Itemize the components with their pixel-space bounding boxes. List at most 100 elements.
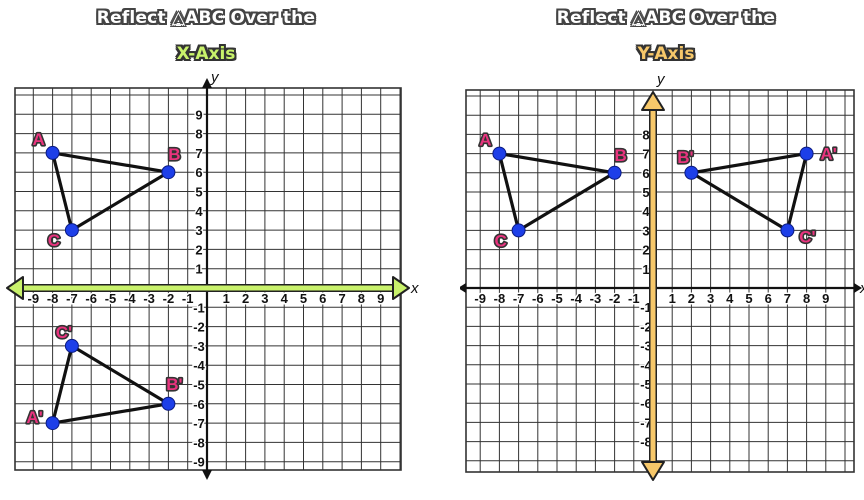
y-tick-label: 1 <box>195 262 202 277</box>
vertex-point <box>161 396 176 411</box>
x-tick-label: -9 <box>474 291 486 306</box>
vertex-label: B <box>168 145 180 164</box>
x-tick-label: -7 <box>513 291 525 306</box>
vertex-point <box>161 165 176 180</box>
triangle-1 <box>50 344 170 425</box>
y-tick-label: -3 <box>193 339 205 354</box>
x-tick-label: -8 <box>47 291 59 306</box>
y-tick-label: 4 <box>195 204 203 219</box>
x-tick-label: -5 <box>105 291 117 306</box>
y-tick-label: 9 <box>195 107 202 122</box>
y-tick-label: 8 <box>642 127 649 142</box>
y-tick-label: -9 <box>193 455 205 470</box>
y-tick-label: 7 <box>642 147 649 162</box>
vertex-point <box>511 223 526 238</box>
left-title: Reflect △ABC Over the <box>96 8 316 28</box>
x-tick-label: 6 <box>319 291 326 306</box>
vertex-point <box>64 338 79 353</box>
y-tick-label: 3 <box>642 223 649 238</box>
y-axis-highlight-arrow-down <box>641 461 665 481</box>
y-axis-letter: y <box>656 71 666 88</box>
grid-frame <box>465 89 855 473</box>
vertex-label: B' <box>677 148 693 167</box>
x-tick-label: -9 <box>28 291 40 306</box>
y-axis-highlight-arrow-up <box>641 91 665 111</box>
vertex-point <box>684 165 699 180</box>
y-tick-label: 6 <box>642 166 649 181</box>
triangle-1 <box>689 151 809 232</box>
y-tick-label: -4 <box>193 358 205 373</box>
x-axis-letter: x <box>410 280 419 297</box>
vertex-label: C' <box>56 323 72 342</box>
x-tick-label: -3 <box>590 291 602 306</box>
y-tick-label: -8 <box>193 435 205 450</box>
vertex-label: A <box>479 131 491 150</box>
vertex-point <box>799 146 814 161</box>
y-axis-reflection-graph: -9 -8 -7 -6 -5 -4 -3 -2 -1 1 2 3 4 5 6 7 8 987654321-1-2-… <box>460 71 864 481</box>
x-tick-label: 3 <box>261 291 268 306</box>
x-tick-label: -4 <box>570 291 582 306</box>
vertex-label: C' <box>799 227 815 246</box>
x-axis-letter: x <box>859 280 864 297</box>
x-tick-label: 4 <box>726 291 734 306</box>
x-axis-arrow-left <box>460 283 466 293</box>
y-tick-label: 8 <box>195 127 202 142</box>
y-axis-arrow-up <box>202 78 212 88</box>
y-tick-label: 5 <box>642 185 649 200</box>
x-tick-label: -2 <box>163 291 175 306</box>
y-tick-label: 3 <box>195 223 202 238</box>
vertex-label: C <box>48 231 60 250</box>
x-tick-label: 2 <box>242 291 249 306</box>
x-axis-highlight-arrow-right <box>392 276 410 300</box>
y-tick-label: -6 <box>193 397 205 412</box>
y-tick-label: 6 <box>195 165 202 180</box>
x-tick-label: -7 <box>66 291 78 306</box>
x-tick-label: 1 <box>223 291 230 306</box>
x-tick-label: 5 <box>300 291 307 306</box>
x-tick-label: 3 <box>707 291 714 306</box>
y-tick-label: -2 <box>193 320 205 335</box>
x-tick-label: -3 <box>143 291 155 306</box>
x-tick-label: 8 <box>358 291 365 306</box>
x-tick-label: -5 <box>551 291 563 306</box>
right-subtitle: Y-Axis <box>637 44 695 64</box>
vertex-point <box>64 223 79 238</box>
y-tick-label: 7 <box>195 146 202 161</box>
x-tick-label: -1 <box>628 291 640 306</box>
vertex-point <box>45 416 60 431</box>
y-tick-label: 4 <box>642 204 650 219</box>
x-tick-label: -8 <box>494 291 506 306</box>
y-tick-label: -7 <box>193 416 205 431</box>
y-tick-label: 1 <box>642 262 649 277</box>
x-tick-label: 7 <box>784 291 791 306</box>
vertex-label: B' <box>166 375 182 394</box>
x-tick-label: -6 <box>85 291 97 306</box>
x-tick-label: 2 <box>688 291 695 306</box>
x-tick-label: 6 <box>765 291 772 306</box>
x-tick-label: 4 <box>281 291 289 306</box>
x-tick-label: 8 <box>803 291 810 306</box>
triangle-0 <box>497 151 617 232</box>
triangle-0 <box>50 151 170 232</box>
vertex-label: A' <box>26 408 42 427</box>
y-tick-label: -1 <box>193 300 205 315</box>
y-tick-label: -5 <box>193 378 205 393</box>
vertex-label: A' <box>820 145 836 164</box>
x-axis-highlight-arrow-left <box>6 276 24 300</box>
y-axis-arrow-down <box>202 470 212 480</box>
vertex-point <box>45 145 60 160</box>
left-subtitle: X-Axis <box>176 44 236 64</box>
x-tick-label: 9 <box>377 291 384 306</box>
x-tick-label: -2 <box>609 291 621 306</box>
x-tick-label: 5 <box>745 291 752 306</box>
vertex-point <box>780 223 795 238</box>
y-tick-label: 5 <box>195 185 202 200</box>
y-tick-label: 2 <box>642 243 649 258</box>
vertex-point <box>607 165 622 180</box>
y-axis-letter: y <box>210 70 220 86</box>
vertex-point <box>492 146 507 161</box>
y-tick-label: 2 <box>195 242 202 257</box>
x-tick-label: -6 <box>532 291 544 306</box>
vertex-label: A <box>32 130 44 149</box>
x-tick-label: -4 <box>124 291 136 306</box>
